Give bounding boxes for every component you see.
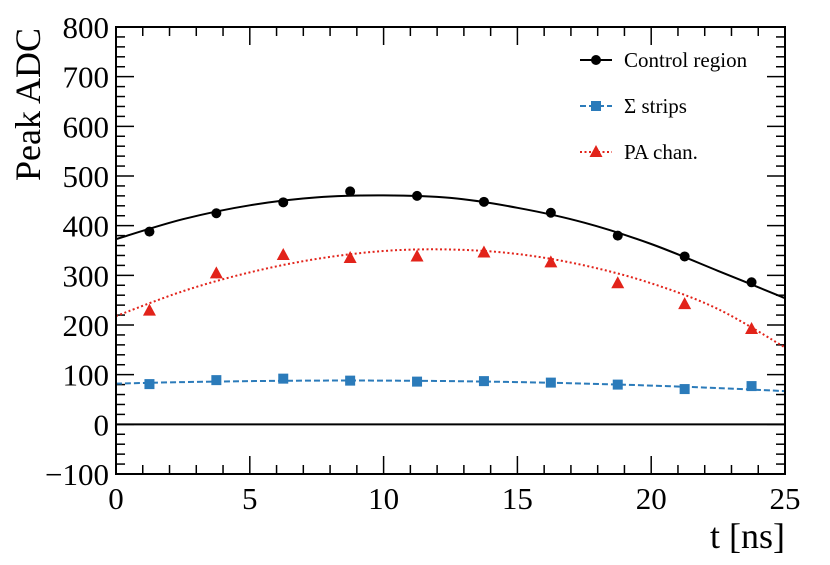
data-point-pa-chan [678,297,692,310]
data-point-pa-chan [343,250,357,263]
data-point-control-region [144,226,155,237]
data-point-strips [545,377,556,388]
y-axis-label: Peak ADC [8,28,48,181]
y-tick-label: 300 [63,258,110,293]
data-point-strips [746,381,757,392]
data-point-strips [612,379,623,390]
data-point-pa-chan [209,266,223,279]
data-point-strips [278,373,289,384]
data-point-pa-chan [544,255,558,268]
data-point-pa-chan [410,249,424,262]
fit-curve-pa-chan [115,248,786,349]
data-point-control-region [545,207,556,218]
fit-curve-control-region [115,194,786,300]
data-point-strips [345,375,356,386]
fit-curves [115,194,786,393]
data-point-control-region [612,230,623,241]
data-point-strips [679,384,690,395]
fit-curve-strips [115,379,786,393]
y-tick-label: 400 [63,209,110,244]
legend-label: Control region [624,48,748,72]
y-tick-label: 700 [63,60,110,95]
legend-marker [591,101,601,111]
data-point-pa-chan [276,247,290,260]
x-tick-label: 20 [636,481,667,516]
x-tick-label: 5 [242,481,258,516]
x-tick-label: 25 [770,481,801,516]
legend-marker [589,145,603,157]
legend-marker [591,55,601,65]
data-point-pa-chan [142,303,156,316]
plot-frame [115,26,786,475]
y-tick-label: 100 [63,358,110,393]
data-point-pa-chan [477,245,491,258]
x-tick-label: 10 [368,481,399,516]
data-point-control-region [478,196,489,207]
y-tick-label: 200 [63,308,110,343]
x-axis-label: t [ns] [710,516,785,556]
y-tick-label: 0 [94,407,110,442]
y-tick-label: 800 [63,10,110,45]
data-points [142,186,759,395]
y-tick-label: 500 [63,159,110,194]
data-point-strips [478,376,489,387]
data-point-pa-chan [611,276,625,289]
data-point-control-region [211,208,222,219]
legend-label: Σ strips [624,94,687,118]
data-point-control-region [746,277,757,288]
legend: Control region Σ strips PA chan. [580,48,748,164]
data-point-control-region [412,190,423,201]
x-tick-label: 0 [108,481,124,516]
data-point-control-region [278,197,289,208]
data-point-strips [144,379,155,390]
y-tick-label: −100 [45,457,109,492]
data-point-strips [211,375,222,386]
data-point-control-region [345,186,356,197]
data-point-strips [412,376,423,387]
x-tick-label: 15 [502,481,533,516]
data-point-control-region [679,251,690,262]
data-point-pa-chan [745,321,759,334]
y-tick-label: 600 [63,109,110,144]
legend-label: PA chan. [624,140,698,164]
